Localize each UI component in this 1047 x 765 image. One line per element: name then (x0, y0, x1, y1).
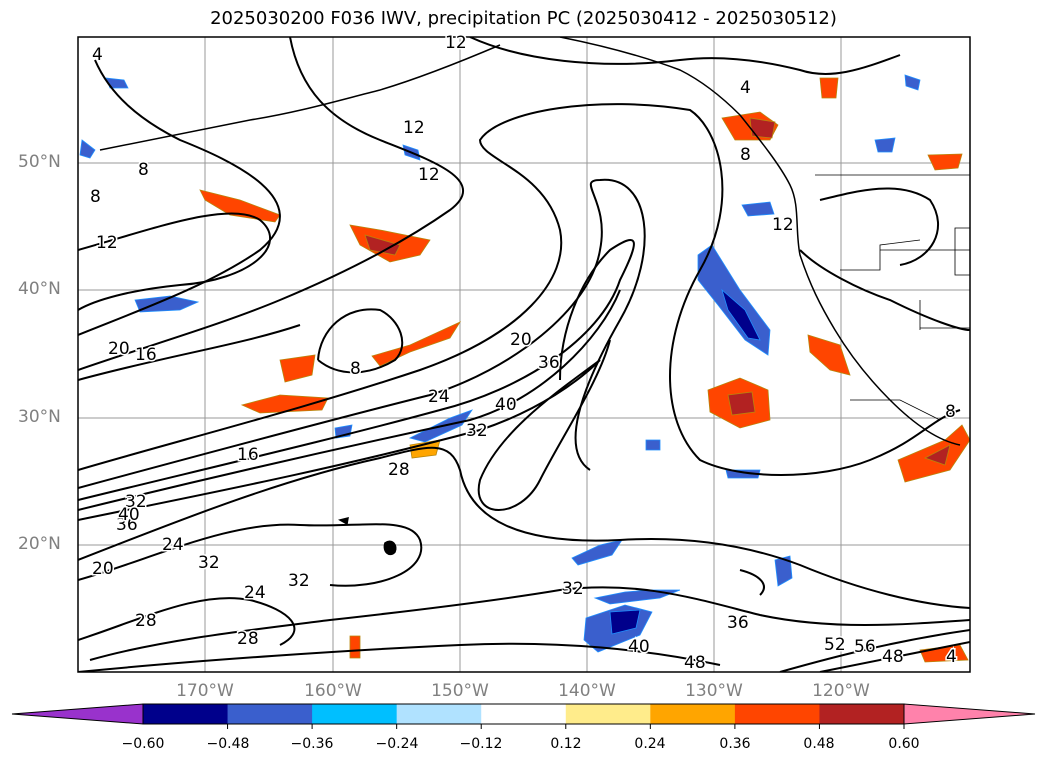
lat-label-30n: 30°N (18, 407, 61, 427)
precip-negative-patches (79, 74, 921, 653)
contour-label: 8 (740, 145, 751, 165)
colorbar-tick-label: −0.12 (459, 736, 503, 752)
contour-label: 52 (824, 635, 846, 655)
colorbar-tick-label: 0.48 (803, 736, 835, 752)
colorbar-cells (143, 704, 905, 724)
contour-label: 40 (118, 505, 140, 525)
contour-label: 20 (510, 330, 532, 350)
colorbar-tick-label: 0.12 (550, 736, 582, 752)
colorbar-tickmarks (227, 724, 905, 729)
contour-label: 32 (466, 421, 488, 441)
contour-label: 40 (495, 395, 517, 415)
colorbar-tick-label: 0.24 (634, 736, 666, 752)
colorbar-frame (142, 703, 905, 725)
contour-label: 8 (138, 160, 149, 180)
contour-label: 20 (92, 559, 114, 579)
lon-label-140w: 140°W (558, 681, 616, 701)
colorbar (11, 703, 1036, 729)
iwv-contours (78, 37, 970, 672)
contour-label: 12 (418, 165, 440, 185)
contour-label: 16 (237, 445, 259, 465)
colorbar-cell (396, 704, 482, 724)
colorbar-cell (734, 704, 820, 724)
lon-label-120w: 120°W (812, 681, 870, 701)
colorbar-tick-label: −0.48 (206, 736, 250, 752)
contour-label: 28 (388, 460, 410, 480)
colorbar-tick-label: 0.60 (888, 736, 920, 752)
map-plot-area (78, 37, 970, 672)
map-frame (77, 36, 971, 673)
colorbar-cell (481, 704, 567, 724)
colorbar-tick-label: −0.60 (121, 736, 165, 752)
contour-label: 8 (945, 402, 956, 422)
colorbar-tick-label: −0.24 (375, 736, 419, 752)
lon-label-170w: 170°W (176, 681, 234, 701)
contour-label: 20 (108, 339, 130, 359)
colorbar-cell (143, 704, 229, 724)
colorbar-tick-label: 0.36 (719, 736, 751, 752)
map-title: 2025030200 F036 IWV, precipitation PC (2… (210, 8, 837, 29)
colorbar-cell (227, 704, 313, 724)
contour-label: 12 (445, 33, 467, 53)
lat-label-40n: 40°N (18, 279, 61, 299)
contour-label: 28 (237, 629, 259, 649)
contour-label: 8 (90, 187, 101, 207)
lat-label-50n: 50°N (18, 152, 61, 172)
colorbar-cell (312, 704, 398, 724)
lon-label-160w: 160°W (304, 681, 362, 701)
colorbar-cell (819, 704, 905, 724)
contour-label: 40 (628, 637, 650, 657)
colorbar-tick-label: −0.36 (290, 736, 334, 752)
contour-label: 48 (684, 653, 706, 673)
contour-label: 4 (740, 78, 751, 98)
borders (815, 174, 970, 421)
contour-label: 48 (882, 647, 904, 667)
contour-label: 8 (350, 359, 361, 379)
contour-label: 32 (198, 553, 220, 573)
lon-label-150w: 150°W (431, 681, 489, 701)
colorbar-cell (650, 704, 736, 724)
contour-label: 28 (135, 611, 157, 631)
contour-label: 4 (92, 45, 103, 65)
contour-label: 24 (162, 535, 184, 555)
contour-label: 36 (538, 353, 560, 373)
contour-label: 36 (116, 515, 138, 535)
contour-label: 16 (135, 345, 157, 365)
colorbar-extend-high (903, 703, 1036, 725)
coastlines (99, 37, 961, 556)
lat-label-20n: 20°N (18, 534, 61, 554)
contour-label: 56 (854, 637, 876, 657)
contour-label: 24 (428, 387, 450, 407)
contour-label: 12 (772, 215, 794, 235)
contour-label: 12 (403, 118, 425, 138)
colorbar-extend-low (11, 703, 144, 725)
contour-label: 32 (562, 579, 584, 599)
contour-label: 32 (125, 492, 147, 512)
contour-label: 36 (727, 613, 749, 633)
colorbar-cell (565, 704, 651, 724)
contour-label: 32 (288, 571, 310, 591)
lon-label-130w: 130°W (685, 681, 743, 701)
contour-label: 12 (96, 233, 118, 253)
contour-label: 4 (946, 647, 957, 667)
contour-label: 24 (244, 583, 266, 603)
